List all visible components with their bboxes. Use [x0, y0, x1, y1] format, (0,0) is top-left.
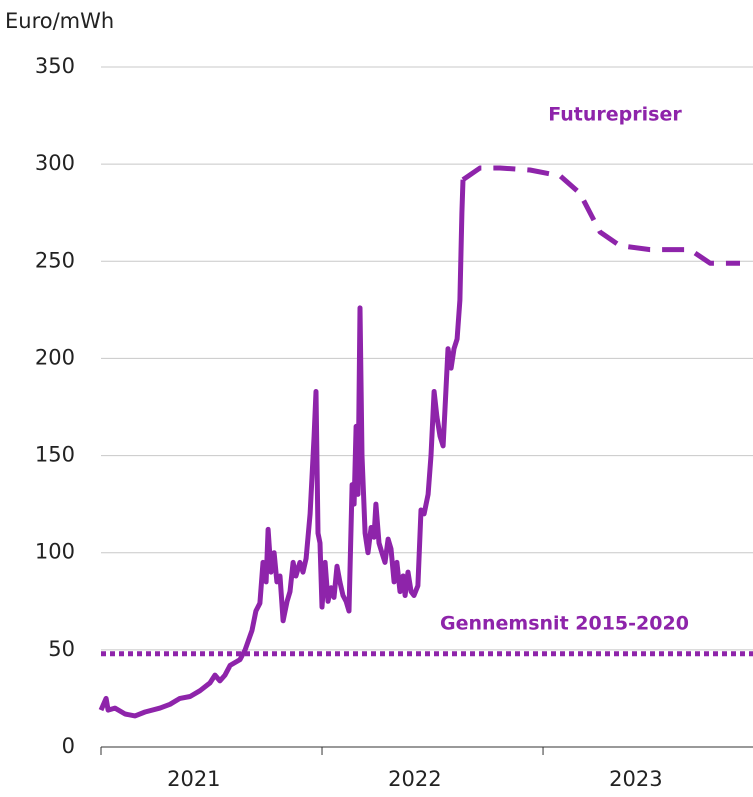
y-tick-label: 50: [48, 637, 75, 661]
y-tick-label: 150: [35, 443, 75, 467]
x-tick-label: 2022: [388, 767, 441, 791]
line-solid: [98, 179, 466, 719]
y-tick-label: 350: [35, 54, 75, 78]
annotation: Futurepriser: [548, 104, 682, 126]
y-tick-label: 100: [35, 540, 75, 564]
y-tick-label: 300: [35, 151, 75, 175]
y-axis-label: Euro/mWh: [5, 9, 114, 33]
y-tick-label: 200: [35, 345, 75, 369]
annotation: Gennemsnit 2015-2020: [440, 613, 689, 635]
x-tick-label: 2023: [609, 767, 662, 791]
y-tick-label: 250: [35, 248, 75, 272]
y-tick-label: 0: [62, 734, 75, 758]
x-tick-label: 2021: [167, 767, 220, 791]
line-dashed: [461, 165, 740, 266]
